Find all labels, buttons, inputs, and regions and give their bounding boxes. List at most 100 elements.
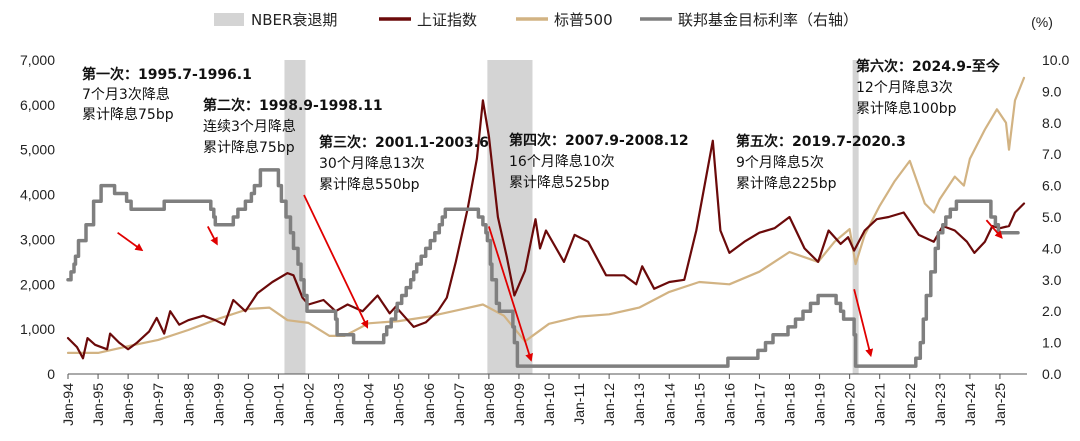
cut-arrow-3 (303, 194, 369, 329)
x-tick-label: Jan-22 (902, 383, 918, 426)
cut-arrow-4 (488, 226, 533, 362)
y-left-tick-label: 5,000 (20, 142, 55, 158)
shanghai-index-line (66, 99, 1026, 360)
y-left-tick-label: 1,000 (20, 321, 55, 337)
legend-label-recession: NBER衰退期 (251, 11, 337, 29)
recession-band-3 (852, 60, 859, 374)
annotation-6: 第六次：2024.9-至今 12个月降息3次 累计降息100bp (856, 58, 1000, 117)
x-tick-label: Jan-21 (872, 383, 888, 426)
annotation-1-line-2: 累计降息75bp (82, 106, 174, 123)
cut-arrows (117, 194, 1003, 362)
x-tick-label: Jan-03 (331, 383, 347, 426)
recession-band-1 (284, 60, 306, 374)
annotation-6-title: 第六次：2024.9-至今 (856, 58, 1000, 75)
x-tick-label: Jan-97 (150, 383, 166, 426)
x-axis-ticks: Jan-94 Jan-95 Jan-96 Jan-97 Jan-98 Jan-99 Jan-… (60, 374, 1008, 426)
annotation-5-line-1: 9个月降息5次 (736, 154, 824, 171)
x-tick-label: Jan-12 (601, 383, 617, 426)
x-tick-label: Jan-19 (812, 383, 828, 426)
annotation-3: 第三次：2001.1-2003.6 30个月降息13次 累计降息550bp (319, 134, 489, 193)
cut-arrow-6 (985, 219, 1003, 239)
x-tick-label: Jan-25 (992, 383, 1008, 426)
y-left-tick-label: 3,000 (20, 231, 55, 247)
x-tick-label: Jan-13 (631, 383, 647, 426)
legend-label-sp500: 标普500 (554, 11, 613, 29)
x-tick-label: Jan-02 (301, 383, 317, 426)
cut-arrow-2 (206, 226, 218, 246)
x-tick-label: Jan-94 (60, 383, 76, 426)
annotation-4-line-1: 16个月降息10次 (509, 153, 615, 170)
annotation-1: 第一次：1995.7-1996.1 7个月3次降息 累计降息75bp (82, 66, 252, 123)
x-tick-label: Jan-01 (270, 383, 286, 426)
y-left-tick-label: 2,000 (20, 276, 55, 292)
recession-band-2 (487, 60, 533, 374)
y-right-tick-label: 6.0 (1042, 178, 1062, 194)
annotation-2-title: 第二次：1998.9-1998.11 (203, 97, 383, 114)
y-right-tick-label: 1.0 (1042, 335, 1062, 351)
x-tick-label: Jan-06 (421, 383, 437, 426)
annotation-3-line-2: 累计降息550bp (319, 176, 420, 193)
y-axis-left-ticks: 0 1,000 2,000 3,000 4,000 5,000 6,000 7,000 (20, 52, 55, 382)
x-tick-label: Jan-14 (661, 383, 677, 426)
x-tick-label: Jan-99 (210, 383, 226, 426)
y-right-tick-label: 7.0 (1042, 146, 1062, 162)
x-tick-label: Jan-00 (240, 383, 256, 426)
annotation-2-line-1: 连续3个月降息 (203, 118, 296, 135)
fed-funds-rate-line (66, 168, 1020, 368)
annotation-5-line-2: 累计降息225bp (736, 175, 837, 192)
annotation-5: 第五次：2019.7-2020.3 9个月降息5次 累计降息225bp (736, 133, 906, 192)
y-right-tick-label: 0.0 (1042, 366, 1062, 382)
annotation-6-line-2: 累计降息100bp (856, 100, 957, 117)
x-tick-label: Jan-17 (751, 383, 767, 426)
x-tick-label: Jan-98 (180, 383, 196, 426)
legend: NBER衰退期 上证指数 标普500 联邦基金目标利率（右轴） (214, 11, 858, 29)
legend-swatch-recession (214, 13, 244, 26)
annotation-2: 第二次：1998.9-1998.11 连续3个月降息 累计降息75bp (203, 97, 383, 156)
y-right-tick-label: 10.0 (1042, 52, 1069, 68)
x-tick-label: Jan-18 (782, 383, 798, 426)
legend-label-shanghai: 上证指数 (417, 11, 477, 29)
x-tick-label: Jan-04 (361, 383, 377, 426)
x-tick-label: Jan-10 (541, 383, 557, 426)
annotation-6-line-1: 12个月降息3次 (856, 79, 953, 96)
y-left-tick-label: 7,000 (20, 52, 55, 68)
x-tick-label: Jan-05 (391, 383, 407, 426)
x-tick-label: Jan-09 (511, 383, 527, 426)
x-tick-label: Jan-24 (962, 383, 978, 426)
right-axis-unit: (%) (1031, 14, 1053, 30)
x-tick-label: Jan-08 (481, 383, 497, 426)
x-tick-label: Jan-96 (120, 383, 136, 426)
y-right-tick-label: 2.0 (1042, 303, 1062, 319)
cut-arrow-5 (853, 289, 874, 358)
series-lines (66, 76, 1026, 368)
x-tick-label: Jan-11 (571, 383, 587, 425)
y-right-tick-label: 3.0 (1042, 272, 1062, 288)
y-left-tick-label: 6,000 (20, 97, 55, 113)
x-tick-label: Jan-23 (932, 383, 948, 426)
annotation-4-title: 第四次：2007.9-2008.12 (509, 132, 689, 149)
x-tick-label: Jan-95 (90, 383, 106, 426)
annotations: 第一次：1995.7-1996.1 7个月3次降息 累计降息75bp 第二次：1… (82, 58, 1000, 193)
y-right-tick-label: 5.0 (1042, 209, 1062, 225)
x-tick-label: Jan-16 (721, 383, 737, 426)
x-tick-label: Jan-20 (842, 383, 858, 426)
sp500-line (66, 76, 1026, 354)
annotation-1-line-1: 7个月3次降息 (82, 86, 170, 103)
annotation-2-line-2: 累计降息75bp (203, 139, 295, 156)
cut-arrow-1 (117, 231, 144, 252)
y-left-tick-label: 0 (47, 366, 55, 382)
legend-label-fedrate: 联邦基金目标利率（右轴） (678, 11, 858, 29)
x-tick-label: Jan-07 (451, 383, 467, 426)
y-right-tick-label: 8.0 (1042, 115, 1062, 131)
annotation-3-line-1: 30个月降息13次 (319, 155, 425, 172)
y-right-tick-label: 9.0 (1042, 83, 1062, 99)
annotation-5-title: 第五次：2019.7-2020.3 (736, 133, 906, 150)
y-axis-right-ticks: 0.0 1.0 2.0 3.0 4.0 5.0 6.0 7.0 8.0 9.0 10.0 (1042, 52, 1069, 382)
annotation-1-title: 第一次：1995.7-1996.1 (82, 66, 252, 83)
annotation-4: 第四次：2007.9-2008.12 16个月降息10次 累计降息525bp (509, 132, 689, 191)
y-left-tick-label: 4,000 (20, 187, 55, 203)
x-tick-label: Jan-15 (691, 383, 707, 426)
annotation-3-title: 第三次：2001.1-2003.6 (319, 134, 489, 151)
annotation-4-line-2: 累计降息525bp (509, 174, 610, 191)
